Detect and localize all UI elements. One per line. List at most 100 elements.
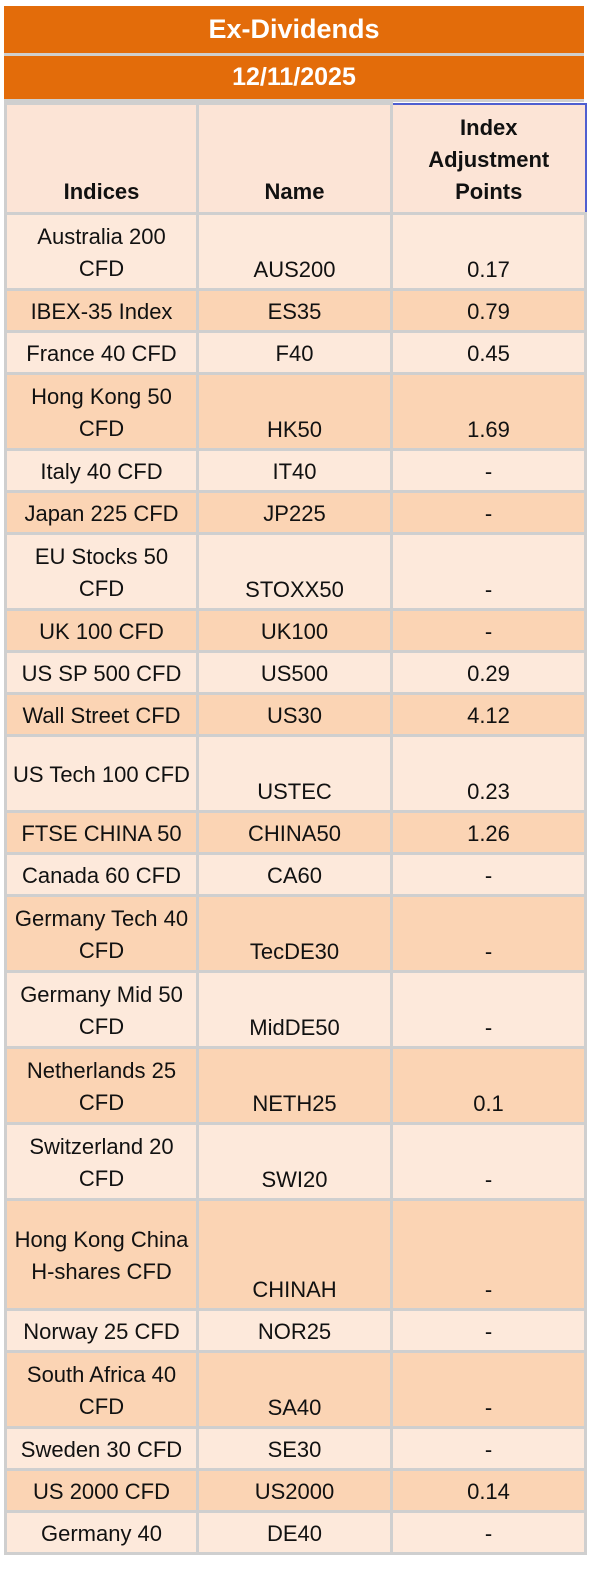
cell-points: 0.1 <box>390 1046 587 1125</box>
table-body: Australia 200 CFD AUS200 0.17 IBEX-35 Index… <box>4 212 587 1555</box>
cell-index: Netherlands 25 CFD <box>4 1046 199 1125</box>
cell-index: Japan 225 CFD <box>4 490 199 535</box>
header-row: Indices Name Index Adjustment Points <box>4 102 587 215</box>
cell-index: US SP 500 CFD <box>4 650 199 695</box>
cell-name: CA60 <box>196 852 393 897</box>
cell-index: Australia 200 CFD <box>4 212 199 291</box>
cell-index: Switzerland 20 CFD <box>4 1122 199 1201</box>
cell-index: Canada 60 CFD <box>4 852 199 897</box>
table-row: UK 100 CFD UK100- <box>4 608 587 653</box>
table-row: US 2000 CFD US2000 0.14 <box>4 1468 587 1513</box>
cell-points: - <box>390 1510 587 1555</box>
table-row: Wall Street CFD US30 4.12 <box>4 692 587 737</box>
cell-name: STOXX50 <box>196 532 393 611</box>
header-name: Name <box>196 102 393 215</box>
cell-index: Norway 25 CFD <box>4 1308 199 1353</box>
table-row: Switzerland 20 CFD SWI20- <box>4 1122 587 1201</box>
cell-points: 1.69 <box>390 372 587 451</box>
table-row: Germany 40 DE40- <box>4 1510 587 1555</box>
cell-name: SA40 <box>196 1350 393 1429</box>
cell-index: Germany Mid 50 CFD <box>4 970 199 1049</box>
table-row: Italy 40 CFD IT40- <box>4 448 587 493</box>
cell-index: Wall Street CFD <box>4 692 199 737</box>
cell-points: 0.79 <box>390 288 587 333</box>
table-row: Japan 225 CFD JP225- <box>4 490 587 535</box>
cell-name: AUS200 <box>196 212 393 291</box>
cell-name: CHINAH <box>196 1198 393 1311</box>
table-row: US Tech 100 CFD USTEC 0.23 <box>4 734 587 813</box>
cell-index: FTSE CHINA 50 <box>4 810 199 855</box>
table-row: Canada 60 CFD CA60- <box>4 852 587 897</box>
cell-name: SWI20 <box>196 1122 393 1201</box>
table-row: Germany Tech 40 CFD TecDE30- <box>4 894 587 973</box>
header-indices: Indices <box>4 102 199 215</box>
table-row: Norway 25 CFD NOR25- <box>4 1308 587 1353</box>
table-row: South Africa 40 CFD SA40- <box>4 1350 587 1429</box>
cell-name: USTEC <box>196 734 393 813</box>
ex-dividends-sheet: Ex-Dividends 12/11/2025 Indices Name Ind… <box>4 6 587 1555</box>
cell-points: 0.23 <box>390 734 587 813</box>
cell-points: - <box>390 970 587 1049</box>
cell-index: Hong Kong China H-shares CFD <box>4 1198 199 1311</box>
cell-name: UK100 <box>196 608 393 653</box>
cell-name: US500 <box>196 650 393 695</box>
cell-points: - <box>390 1308 587 1353</box>
cell-name: CHINA50 <box>196 810 393 855</box>
table-title: Ex-Dividends <box>4 6 584 56</box>
cell-index: US Tech 100 CFD <box>4 734 199 813</box>
cell-points: 4.12 <box>390 692 587 737</box>
cell-index: EU Stocks 50 CFD <box>4 532 199 611</box>
cell-name: MidDE50 <box>196 970 393 1049</box>
table-row: France 40 CFD F40 0.45 <box>4 330 587 375</box>
cell-index: Germany 40 <box>4 1510 199 1555</box>
table-date: 12/11/2025 <box>4 56 584 102</box>
cell-name: NETH25 <box>196 1046 393 1125</box>
cell-name: JP225 <box>196 490 393 535</box>
cell-points: 0.14 <box>390 1468 587 1513</box>
cell-index: Sweden 30 CFD <box>4 1426 199 1471</box>
cell-points: - <box>390 448 587 493</box>
cell-index: Hong Kong 50 CFD <box>4 372 199 451</box>
cell-points: 0.45 <box>390 330 587 375</box>
table-row: Netherlands 25 CFD NETH25 0.1 <box>4 1046 587 1125</box>
cell-points: - <box>390 894 587 973</box>
table-row: Australia 200 CFD AUS200 0.17 <box>4 212 587 291</box>
cell-name: TecDE30 <box>196 894 393 973</box>
cell-name: HK50 <box>196 372 393 451</box>
table-row: EU Stocks 50 CFD STOXX50- <box>4 532 587 611</box>
table-row: US SP 500 CFD US500 0.29 <box>4 650 587 695</box>
cell-name: NOR25 <box>196 1308 393 1353</box>
cell-name: ES35 <box>196 288 393 333</box>
header-adjustment-points[interactable]: Index Adjustment Points <box>390 102 587 215</box>
cell-name: US30 <box>196 692 393 737</box>
table-row: Hong Kong 50 CFD HK50 1.69 <box>4 372 587 451</box>
cell-points: - <box>390 1198 587 1311</box>
cell-index: Italy 40 CFD <box>4 448 199 493</box>
cell-points: - <box>390 490 587 535</box>
cell-points: 0.29 <box>390 650 587 695</box>
cell-index: South Africa 40 CFD <box>4 1350 199 1429</box>
cell-points: - <box>390 1426 587 1471</box>
cell-points: - <box>390 608 587 653</box>
cell-points: - <box>390 532 587 611</box>
cell-points: 1.26 <box>390 810 587 855</box>
cell-points: - <box>390 1350 587 1429</box>
cell-name: US2000 <box>196 1468 393 1513</box>
ex-dividends-table: Indices Name Index Adjustment Points Aus… <box>4 102 587 1555</box>
cell-index: Germany Tech 40 CFD <box>4 894 199 973</box>
cell-name: IT40 <box>196 448 393 493</box>
cell-index: France 40 CFD <box>4 330 199 375</box>
cell-points: 0.17 <box>390 212 587 291</box>
table-row: Sweden 30 CFD SE30- <box>4 1426 587 1471</box>
cell-index: UK 100 CFD <box>4 608 199 653</box>
cell-name: DE40 <box>196 1510 393 1555</box>
cell-points: - <box>390 852 587 897</box>
cell-index: IBEX-35 Index <box>4 288 199 333</box>
cell-name: SE30 <box>196 1426 393 1471</box>
table-row: Germany Mid 50 CFD MidDE50- <box>4 970 587 1049</box>
table-row: IBEX-35 Index ES35 0.79 <box>4 288 587 333</box>
table-row: Hong Kong China H-shares CFD CHINAH - <box>4 1198 587 1311</box>
cell-index: US 2000 CFD <box>4 1468 199 1513</box>
cell-name: F40 <box>196 330 393 375</box>
table-row: FTSE CHINA 50 CHINA50 1.26 <box>4 810 587 855</box>
